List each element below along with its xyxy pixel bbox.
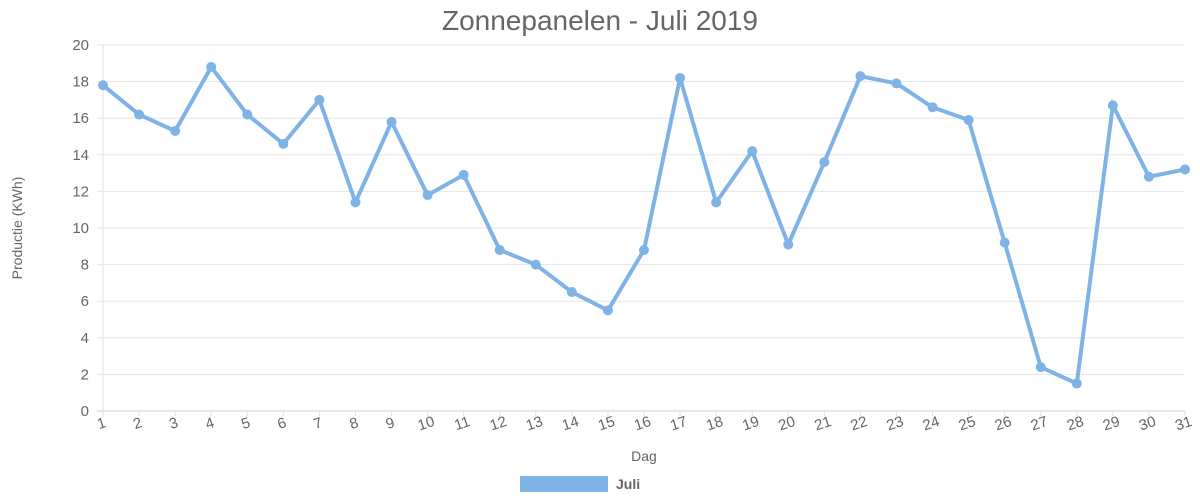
- data-point: [278, 138, 289, 149]
- x-tick-label: 31: [1173, 413, 1194, 434]
- x-tick-label: 21: [812, 413, 833, 434]
- data-point: [458, 169, 469, 180]
- x-tick-label: 16: [632, 413, 653, 434]
- x-axis-label: Dag: [631, 448, 657, 464]
- data-point: [891, 78, 902, 89]
- series-line-juli: [101, 63, 1187, 387]
- y-tick-label: 18: [72, 74, 89, 91]
- x-tick-label: 23: [885, 413, 906, 434]
- x-tick-label: 27: [1029, 413, 1050, 434]
- x-tick-label: 24: [921, 413, 942, 434]
- data-point: [566, 287, 577, 298]
- data-point: [855, 71, 866, 82]
- data-point: [783, 239, 794, 250]
- x-tick-label: 26: [993, 413, 1014, 434]
- x-tick-label: 6: [275, 414, 288, 433]
- y-axis-ticks: 0 2 4 6 8 10 12 14 16 18 20: [72, 37, 89, 420]
- x-tick-label: 29: [1101, 413, 1122, 434]
- x-tick-label: 9: [384, 414, 397, 433]
- data-point: [602, 305, 613, 316]
- data-point: [314, 94, 325, 105]
- grid: [97, 44, 1185, 412]
- data-point: [747, 146, 758, 157]
- data-point: [494, 244, 505, 255]
- x-tick-label: 7: [311, 414, 324, 433]
- data-point: [1107, 100, 1118, 111]
- data-point: [350, 197, 361, 208]
- y-tick-label: 6: [81, 293, 89, 310]
- y-tick-label: 12: [72, 183, 89, 200]
- data-point: [134, 109, 145, 120]
- y-tick-label: 14: [72, 147, 89, 164]
- data-point: [206, 61, 217, 72]
- data-point: [242, 109, 253, 120]
- x-tick-label: 5: [239, 414, 252, 433]
- y-tick-label: 8: [81, 257, 89, 274]
- data-point: [1035, 362, 1046, 373]
- data-point: [1071, 378, 1082, 389]
- data-point: [170, 126, 181, 137]
- data-point: [999, 237, 1010, 248]
- x-tick-label: 13: [524, 413, 545, 434]
- series-juli: [98, 61, 1190, 389]
- data-point: [1143, 171, 1154, 182]
- legend[interactable]: Juli: [520, 476, 640, 492]
- data-point: [422, 190, 433, 201]
- chart-title: Zonnepanelen - Juli 2019: [442, 5, 758, 36]
- data-point: [639, 244, 649, 255]
- y-tick-label: 16: [72, 110, 89, 127]
- x-tick-label: 14: [560, 413, 581, 434]
- y-tick-label: 20: [72, 37, 89, 54]
- x-tick-label: 8: [347, 414, 360, 433]
- data-point: [819, 157, 830, 168]
- x-tick-label: 10: [416, 413, 437, 434]
- data-point: [963, 115, 974, 126]
- x-tick-label: 11: [452, 413, 472, 434]
- data-point: [386, 116, 397, 127]
- x-tick-label: 22: [848, 413, 869, 434]
- y-tick-label: 4: [81, 330, 89, 347]
- data-point: [98, 80, 108, 91]
- y-axis-label: Productie (KWh): [9, 177, 25, 280]
- x-tick-label: 28: [1065, 413, 1086, 434]
- x-tick-label: 20: [776, 413, 797, 434]
- x-tick-label: 3: [167, 414, 180, 433]
- y-tick-label: 10: [72, 220, 89, 237]
- x-tick-label: 4: [203, 414, 216, 433]
- legend-swatch: [520, 476, 608, 492]
- data-point: [530, 259, 541, 270]
- y-tick-label: 0: [81, 403, 89, 420]
- x-tick-label: 12: [488, 413, 509, 434]
- data-point: [1180, 164, 1190, 175]
- data-point: [711, 197, 722, 208]
- x-tick-label: 18: [704, 413, 725, 434]
- x-axis-ticks: 1 2 3 4 5 6 7 8 9 10 11 12 13 14 15 16 17 18 19 20 21 22 23 24 2…: [95, 413, 1194, 434]
- axes: [97, 45, 1186, 417]
- y-tick-label: 2: [81, 366, 89, 383]
- x-tick-label: 2: [131, 414, 144, 433]
- x-tick-label: 30: [1137, 413, 1158, 434]
- x-tick-label: 19: [740, 413, 761, 434]
- x-tick-label: 17: [668, 413, 689, 434]
- legend-label: Juli: [616, 476, 640, 492]
- x-tick-label: 15: [596, 413, 617, 434]
- x-tick-label: 1: [95, 414, 108, 433]
- x-tick-label: 25: [957, 413, 978, 434]
- data-point: [675, 72, 686, 83]
- data-point: [927, 102, 938, 113]
